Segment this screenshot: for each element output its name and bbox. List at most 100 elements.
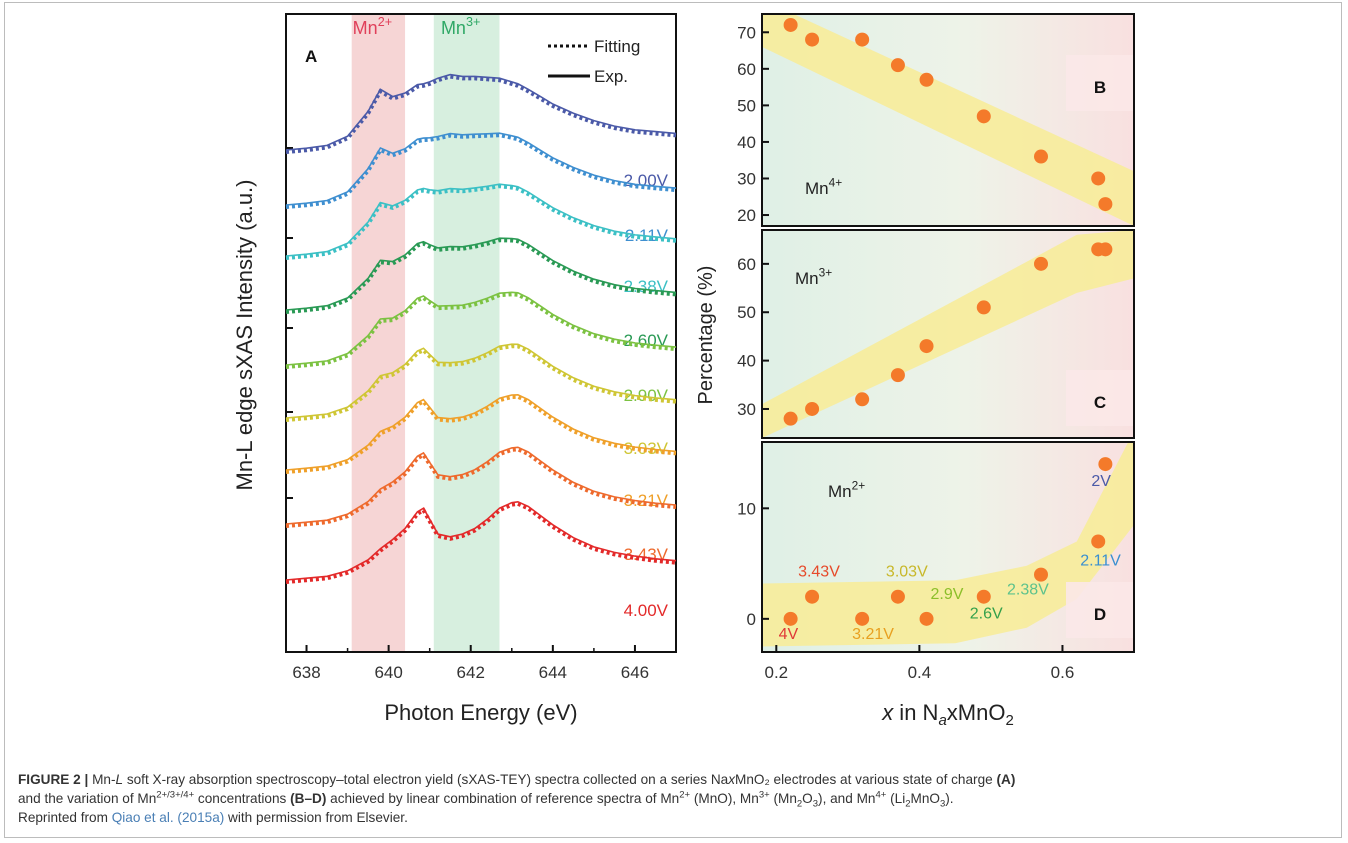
letter-box-B bbox=[1066, 55, 1134, 111]
panel-frame-D bbox=[761, 441, 1135, 653]
point-C-8 bbox=[1098, 242, 1113, 257]
point-C-4 bbox=[919, 339, 934, 354]
point-label-D-8: 2V bbox=[1091, 473, 1111, 490]
x-tick-label-D-0: 0.2 bbox=[764, 663, 788, 682]
caption-text-2q: MnO bbox=[910, 791, 940, 806]
point-C-5 bbox=[976, 300, 991, 315]
point-C-6 bbox=[1034, 256, 1048, 271]
point-D-3 bbox=[890, 589, 905, 604]
spectrum-fit-6 bbox=[285, 394, 677, 474]
caption-text-2r: 3 bbox=[939, 798, 946, 810]
caption-text-2i: (Mn bbox=[769, 791, 797, 806]
point-C-0 bbox=[783, 411, 798, 426]
caption-text-1d: x bbox=[728, 772, 736, 787]
y-tick-label-B-0: 20 bbox=[737, 206, 756, 225]
spectrum-fit-1 bbox=[285, 133, 677, 209]
point-label-D-3: 3.03V bbox=[886, 564, 928, 581]
series-label-8: 4.00V bbox=[624, 601, 669, 620]
caption-text-2p: 2 bbox=[905, 798, 911, 810]
band-A-1 bbox=[433, 14, 500, 652]
y-tick-label-B-5: 70 bbox=[737, 23, 756, 42]
y-tick-label-C-3: 60 bbox=[737, 255, 756, 274]
trend-band-D bbox=[762, 442, 1134, 647]
caption-text-2g: (MnO), Mn bbox=[690, 791, 759, 806]
annotation-B: Mn4+ bbox=[805, 175, 842, 198]
point-label-D-2: 3.21V bbox=[852, 626, 894, 643]
caption-text-2h: 3+ bbox=[758, 789, 770, 801]
x-tick-label-A-3: 644 bbox=[539, 663, 567, 682]
caption-text-3c: with permission from Elsevier. bbox=[224, 810, 408, 825]
point-B-6 bbox=[1034, 149, 1048, 164]
x-tick-label-D-1: 0.4 bbox=[908, 663, 932, 682]
caption-text-2l: 3 bbox=[812, 798, 819, 810]
y-tick-label-B-4: 60 bbox=[737, 60, 756, 79]
series-label-0: 2.00V bbox=[624, 171, 669, 190]
caption-line-2: and the variation of Mn2+/3+/4+ concentr… bbox=[18, 789, 1338, 810]
point-C-1 bbox=[805, 401, 820, 416]
caption-text-1f: (A) bbox=[996, 772, 1016, 787]
caption-text-2d: (B–D) bbox=[290, 791, 327, 806]
legend-exp-label: Exp. bbox=[594, 67, 628, 86]
y-tick-label-B-3: 50 bbox=[737, 96, 756, 115]
caption-text-2n: 4+ bbox=[875, 789, 887, 801]
point-B-0 bbox=[783, 17, 798, 32]
annotation-C: Mn3+ bbox=[795, 265, 832, 288]
annotation-D: Mn2+ bbox=[828, 478, 865, 501]
caption-text-2a: and the variation of Mn bbox=[18, 791, 157, 806]
series-label-3: 2.60V bbox=[624, 331, 669, 350]
caption-line-3: Reprinted from Qiao et al. (2015a) with … bbox=[18, 808, 1338, 827]
figure-svg: Mn2+ Mn3+ A Fitting Exp. 638 640 642 644 646 Photo… bbox=[232, 13, 1135, 729]
point-D-1 bbox=[805, 589, 820, 604]
point-C-2 bbox=[855, 392, 870, 407]
x-axis-label-D: x in NaxMnO2 bbox=[881, 700, 1014, 729]
caption-text-2o: (Li bbox=[886, 791, 906, 806]
spectrum-fit-5 bbox=[285, 344, 677, 422]
y-tick-label-C-2: 50 bbox=[737, 303, 756, 322]
spectrum-fit-2 bbox=[285, 184, 677, 260]
panel-letter-A: A bbox=[305, 47, 317, 66]
caption-text-2j: 2 bbox=[796, 798, 803, 810]
figure-frame bbox=[4, 2, 1342, 838]
caption-text-2f: 2+ bbox=[679, 789, 691, 801]
y-tick-label-C-0: 30 bbox=[737, 400, 756, 419]
panel-letter-B: B bbox=[1094, 78, 1106, 97]
point-C-3 bbox=[890, 368, 905, 383]
point-D-0 bbox=[783, 611, 798, 626]
point-B-5 bbox=[976, 109, 991, 124]
x-axis-label-A: Photon Energy (eV) bbox=[384, 700, 577, 725]
point-D-8 bbox=[1098, 457, 1113, 472]
point-B-1 bbox=[805, 32, 820, 47]
point-label-D-0: 4V bbox=[779, 626, 799, 643]
caption-text-1a: Mn- bbox=[92, 772, 116, 787]
spectrum-fit-3 bbox=[285, 238, 677, 314]
point-B-3 bbox=[890, 58, 905, 73]
figure-caption: FIGURE 2 | Mn-L soft X-ray absorption sp… bbox=[18, 770, 1338, 827]
trend-band-C bbox=[762, 230, 1134, 438]
x-tick-label-A-0: 638 bbox=[292, 663, 320, 682]
x-tick-label-A-1: 640 bbox=[374, 663, 402, 682]
letter-box-D bbox=[1066, 582, 1134, 638]
x-tick-label-D-2: 0.6 bbox=[1051, 663, 1075, 682]
caption-text-2k: O bbox=[802, 791, 813, 806]
point-label-D-4: 2.9V bbox=[931, 586, 964, 603]
panel-frame-C bbox=[761, 229, 1135, 439]
letter-box-C bbox=[1066, 370, 1134, 426]
caption-citation-link[interactable]: Qiao et al. (2015a) bbox=[111, 810, 225, 825]
spectrum-fit-0 bbox=[285, 74, 677, 154]
caption-text-2m: ), and Mn bbox=[818, 791, 876, 806]
band-A-0 bbox=[351, 14, 406, 652]
panel-letter-C: C bbox=[1094, 393, 1106, 412]
point-label-D-5: 2.6V bbox=[970, 606, 1003, 623]
point-B-4 bbox=[919, 72, 934, 87]
point-B-2 bbox=[855, 32, 870, 47]
band-label-A-1: Mn3+ bbox=[441, 15, 480, 38]
x-tick-label-A-2: 642 bbox=[457, 663, 485, 682]
point-B-7 bbox=[1091, 171, 1106, 186]
point-B-8 bbox=[1098, 197, 1113, 212]
caption-text-2e: achieved by linear combination of refere… bbox=[326, 791, 680, 806]
y-tick-label-B-1: 30 bbox=[737, 169, 756, 188]
spectrum-fit-4 bbox=[285, 292, 677, 369]
caption-text-1c: soft X-ray absorption spectroscopy–total… bbox=[123, 772, 729, 787]
band-label-A-0: Mn2+ bbox=[353, 15, 392, 38]
caption-text-3a: Reprinted from bbox=[18, 810, 112, 825]
